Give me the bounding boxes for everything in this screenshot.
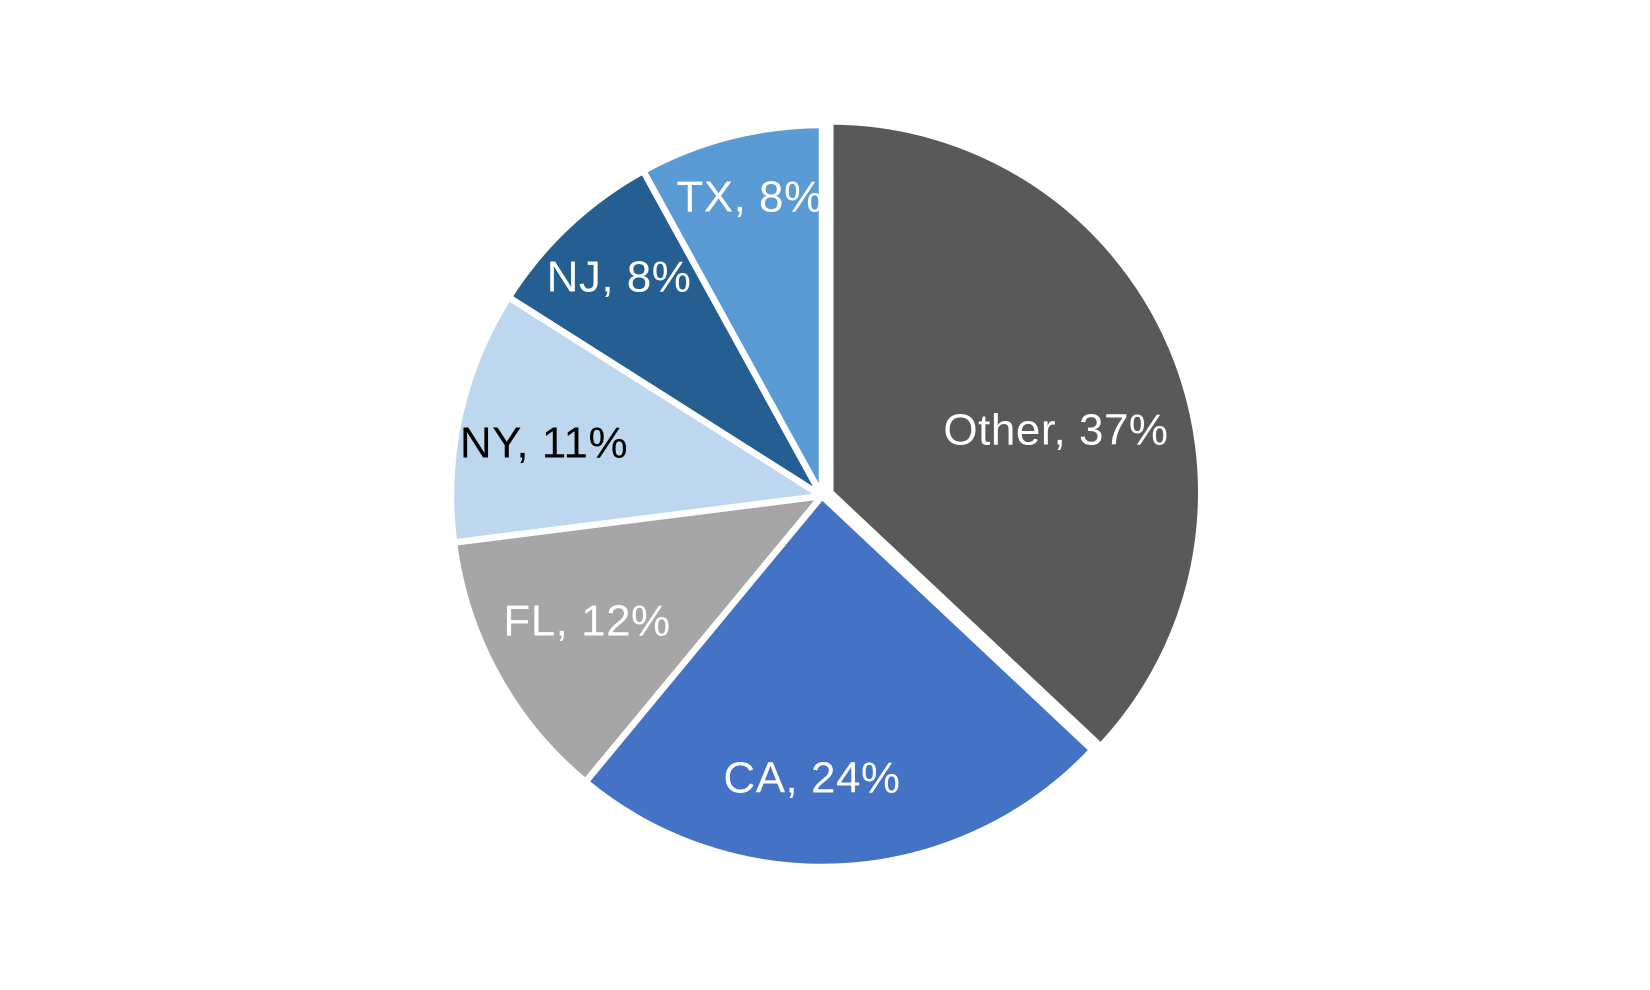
pie-labels: Other, 37% CA, 24% FL, 12% NY, 11% NJ, 8% TX,…	[460, 173, 1168, 803]
pie-label-ca: CA, 24%	[723, 754, 900, 803]
pie-slice-ca	[582, 492, 1096, 871]
pie-slice-fl	[450, 492, 826, 786]
pie-label-other: Other, 37%	[943, 406, 1168, 455]
pie-slice-nj	[505, 167, 826, 500]
pie-label-ny: NY, 11%	[460, 419, 628, 468]
pie-slice-ny	[447, 293, 826, 546]
pie-label-nj: NJ, 8%	[547, 253, 692, 302]
pie-slice-tx	[640, 121, 826, 500]
pie-slices	[447, 118, 1205, 871]
pie-label-fl: FL, 12%	[503, 597, 670, 646]
pie-label-tx: TX, 8%	[676, 173, 823, 222]
pie-slice-other	[827, 118, 1205, 750]
